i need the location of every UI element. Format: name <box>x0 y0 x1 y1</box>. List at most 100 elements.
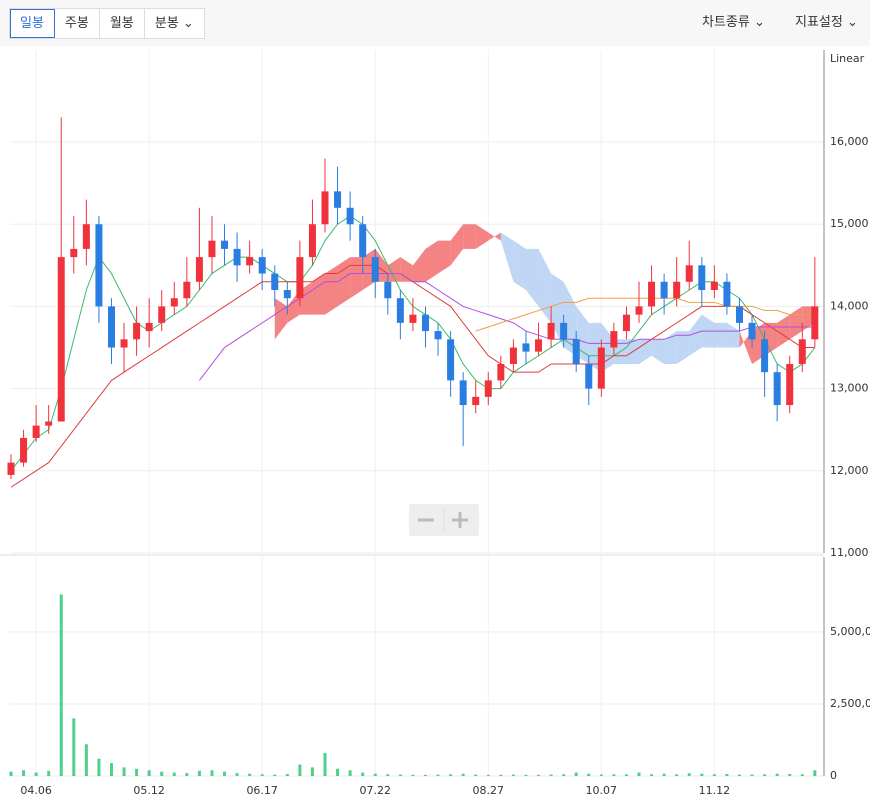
volume-bar <box>662 773 666 776</box>
period-button[interactable]: 월봉 <box>100 9 145 38</box>
cloud-segment <box>350 257 363 299</box>
volume-bar <box>147 770 151 776</box>
volume-bar <box>386 774 390 776</box>
volume-bar <box>574 772 578 776</box>
volume-bar <box>47 770 51 776</box>
volume-bar <box>72 718 76 776</box>
volume-bar <box>210 770 214 776</box>
volume-bar <box>235 773 239 776</box>
volume-bar <box>712 774 716 776</box>
volume-bar <box>22 770 26 776</box>
candle-body <box>384 281 392 299</box>
candle-body <box>761 339 769 373</box>
cloud-segment <box>325 265 338 315</box>
candle-body <box>308 224 316 258</box>
cloud-segment <box>425 240 439 282</box>
volume-bar <box>260 774 264 776</box>
y-tick-label: 11,000 <box>830 546 869 559</box>
volume-bar <box>97 758 101 776</box>
candle-body <box>221 240 229 249</box>
candle-body <box>371 257 379 282</box>
volume-bar <box>612 774 616 776</box>
cloud-segment <box>714 322 727 348</box>
cloud-segment <box>513 240 526 290</box>
candle-body <box>773 372 781 406</box>
candle-body <box>484 380 492 397</box>
volume-bar <box>549 774 553 776</box>
candle-body <box>346 207 354 225</box>
y-tick-label: 16,000 <box>830 135 869 148</box>
volume-bar <box>34 772 38 776</box>
x-tick-label: 08.27 <box>473 784 505 797</box>
candle-body <box>421 314 429 332</box>
volume-bar <box>763 774 767 776</box>
candle-body <box>572 339 580 364</box>
volume-bar <box>361 772 365 776</box>
volume-bar <box>499 774 503 776</box>
volume-bar <box>197 770 201 776</box>
volume-bar <box>474 774 478 776</box>
candle-body <box>535 339 543 352</box>
candle-body <box>95 224 103 307</box>
volume-bar <box>59 594 63 776</box>
candle-body <box>183 281 191 299</box>
y-tick-label: 13,000 <box>830 382 869 395</box>
cloud-segment <box>789 306 803 340</box>
volume-bar <box>461 773 465 776</box>
volume-bar <box>813 770 817 776</box>
y-tick-label: 12,000 <box>830 464 869 477</box>
cloud-segment <box>664 331 677 364</box>
period-button[interactable]: 분봉 ⌄ <box>154 16 194 31</box>
menu-button[interactable]: 차트종류 ⌄ <box>702 15 765 30</box>
volume-bar <box>562 774 566 776</box>
cloud-segment <box>651 339 665 364</box>
x-tick-label: 10.07 <box>586 784 618 797</box>
menu-button[interactable]: 지표설정 ⌄ <box>795 15 858 30</box>
volume-bar <box>348 770 352 776</box>
candle-body <box>296 257 304 299</box>
candle-body <box>271 273 279 290</box>
cloud-segment <box>676 331 690 364</box>
candle-body <box>434 331 442 340</box>
y-axis-label: Linear <box>830 52 865 65</box>
candle-body <box>811 306 819 340</box>
cloud-segment <box>525 248 539 307</box>
period-button[interactable]: 일봉 <box>10 9 55 38</box>
candle-body <box>648 281 656 307</box>
candle-body <box>560 322 568 340</box>
volume-bar <box>160 771 164 776</box>
cloud-segment <box>726 322 740 348</box>
toolbar: 일봉 주봉 월봉 분봉 ⌄ 차트종류 ⌄ 지표설정 ⌄ <box>0 0 870 46</box>
candle-body <box>735 306 743 323</box>
volume-bar <box>122 767 126 776</box>
candle-body <box>710 281 718 290</box>
volume-bar <box>185 773 189 776</box>
volume-bar <box>637 772 641 776</box>
y-tick-label: 2,500,000 <box>830 697 870 710</box>
candle-body <box>145 322 153 332</box>
label: 분봉 <box>154 16 179 31</box>
volume-bar <box>298 764 302 776</box>
candle-body <box>585 363 593 389</box>
candle-body <box>459 380 467 406</box>
volume-bar <box>737 774 741 776</box>
candle-body <box>472 396 480 406</box>
cloud-segment <box>312 273 325 315</box>
cloud-segment <box>777 314 790 348</box>
y-tick-label: 5,000,000 <box>830 625 870 638</box>
candle-body <box>334 191 342 208</box>
volume-bar <box>9 771 13 776</box>
volume-bar <box>511 774 515 776</box>
cloud-segment <box>412 248 426 282</box>
volume-bar <box>750 774 754 776</box>
volume-bar <box>248 773 252 776</box>
volume-bar <box>650 774 654 776</box>
volume-bar <box>84 744 88 776</box>
period-button[interactable]: 주봉 <box>55 9 100 38</box>
volume-bar <box>323 752 327 776</box>
cloud-segment <box>475 224 489 249</box>
volume-bar <box>524 774 528 776</box>
cloud-segment <box>488 232 501 241</box>
candle-body <box>622 314 630 332</box>
